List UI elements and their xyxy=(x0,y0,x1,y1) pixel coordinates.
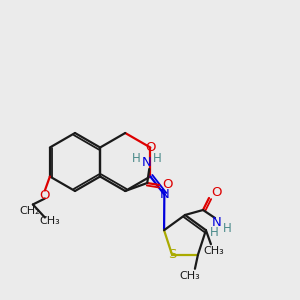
Text: O: O xyxy=(40,189,50,202)
Text: O: O xyxy=(145,141,156,154)
Text: H: H xyxy=(210,226,218,239)
Text: H: H xyxy=(132,152,141,164)
Text: CH₃: CH₃ xyxy=(180,271,200,281)
Text: H: H xyxy=(223,221,231,235)
Text: N: N xyxy=(160,188,169,201)
Text: O: O xyxy=(211,187,221,200)
Text: CH₂: CH₂ xyxy=(20,206,40,217)
Text: N: N xyxy=(212,217,222,230)
Text: S: S xyxy=(168,248,176,261)
Text: H: H xyxy=(153,152,162,164)
Text: CH₃: CH₃ xyxy=(203,246,224,256)
Text: CH₃: CH₃ xyxy=(40,215,60,226)
Text: N: N xyxy=(141,157,151,169)
Text: O: O xyxy=(162,178,173,191)
